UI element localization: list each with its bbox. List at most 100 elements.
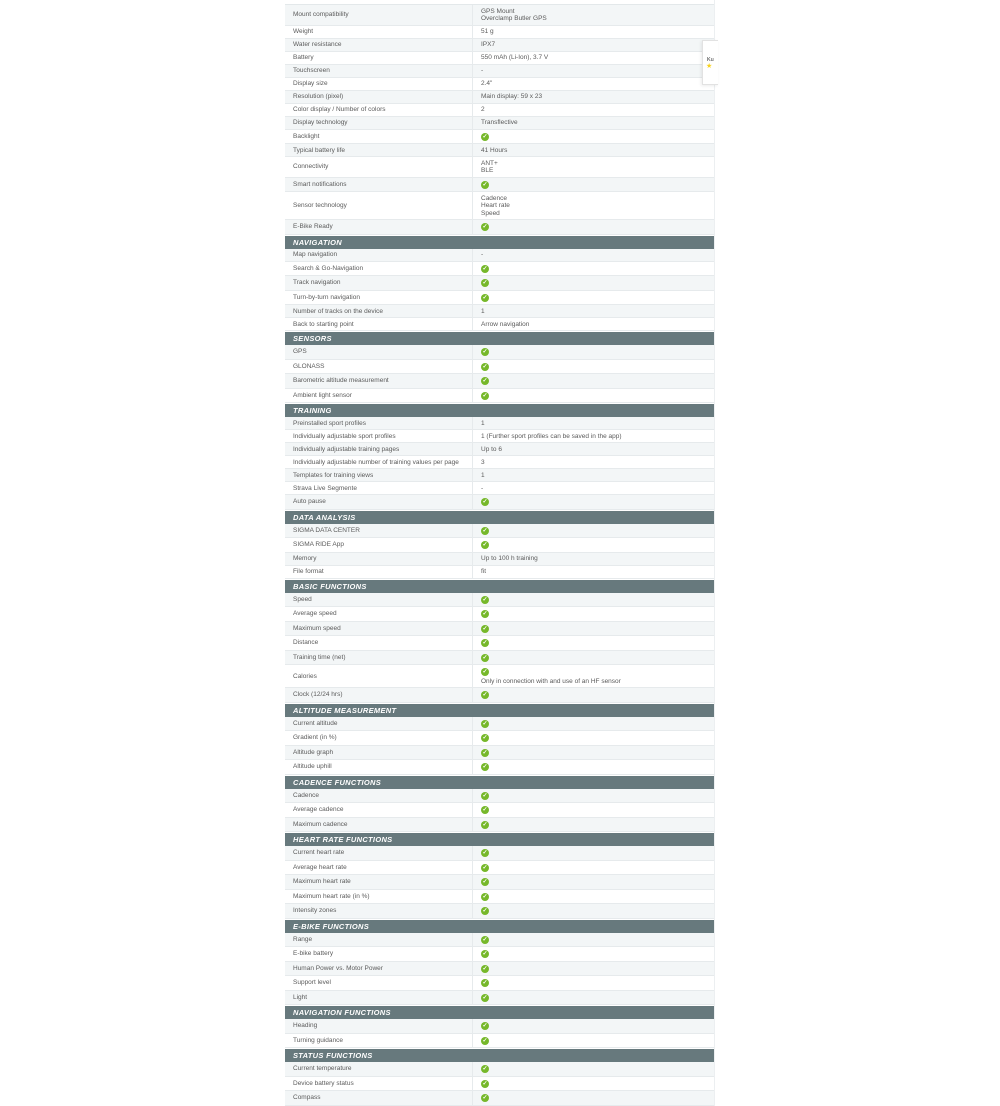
spec-value: ✓	[472, 290, 714, 304]
spec-value: ✓	[472, 129, 714, 143]
spec-value: ✓	[472, 875, 714, 889]
spec-row: GLONASS ✓	[285, 359, 714, 374]
spec-value-line: GPS Mount	[481, 7, 515, 15]
check-icon: ✓	[481, 935, 489, 944]
spec-value: GPS Mount Overclamp Butler GPS	[472, 5, 714, 25]
check-icon: ✓	[481, 377, 489, 385]
check-icon: ✓	[481, 639, 489, 647]
spec-value: Transflective	[472, 116, 714, 129]
spec-label: Templates for training views	[293, 471, 374, 479]
spec-row: Mount compatibility GPS Mount Overclamp Bu…	[285, 5, 714, 26]
check-icon: ✓	[481, 907, 489, 915]
spec-value: ANT+ BLE	[472, 157, 714, 177]
check-icon: ✓	[481, 791, 489, 800]
reviews-badge-label: Ku	[707, 57, 714, 63]
spec-row: Maximum heart rate ✓	[285, 875, 714, 890]
spec-label: Preinstalled sport profiles	[293, 419, 366, 427]
check-icon: ✓	[481, 610, 489, 618]
table-top-partial-row	[285, 0, 714, 5]
spec-value: ✓	[472, 607, 714, 621]
check-icon: ✓	[481, 526, 489, 535]
spec-value-line: Overclamp Butler GPS	[481, 15, 547, 22]
spec-value-line: 41 Hours	[481, 146, 508, 154]
spec-label: Barometric altitude measurement	[293, 377, 389, 385]
spec-value: ✓	[472, 388, 714, 402]
spec-row: SIGMA DATA CENTER ✓	[285, 523, 714, 538]
spec-row: Clock (12/24 hrs) ✓	[285, 688, 714, 703]
spec-row: File format fit	[285, 565, 714, 579]
check-icon: ✓	[481, 993, 489, 1002]
spec-value: ✓	[472, 1033, 714, 1047]
spec-label: Maximum heart rate (in %)	[293, 892, 370, 900]
spec-row: Maximum speed ✓	[285, 621, 714, 636]
spec-value: ✓	[472, 745, 714, 759]
spec-row: Human Power vs. Motor Power ✓	[285, 961, 714, 976]
check-icon: ✓	[481, 132, 489, 141]
spec-label: Calories	[293, 672, 317, 680]
spec-row: Turning guidance ✓	[285, 1033, 714, 1048]
spec-label: Device battery status	[293, 1079, 354, 1087]
spec-label: E-bike battery	[293, 950, 334, 958]
spec-row: Typical battery life 41 Hours	[285, 144, 714, 157]
reviews-badge[interactable]: Ku ★	[702, 40, 718, 85]
spec-label: E-Bike Ready	[293, 223, 333, 231]
spec-row: Back to starting point Arrow navigation	[285, 318, 714, 331]
spec-value-line: Main display: 59 x 23	[481, 93, 543, 100]
spec-row: Memory Up to 100 h training	[285, 552, 714, 566]
spec-label: Average heart rate	[293, 863, 347, 871]
spec-value: IPX7	[472, 38, 714, 51]
spec-label: Track navigation	[293, 279, 341, 287]
spec-row: Training time (net) ✓	[285, 650, 714, 665]
product-spec-table: Mount compatibility GPS Mount Overclamp Bu…	[285, 0, 715, 1106]
spec-value-line: 51 g	[481, 28, 494, 35]
spec-label: Maximum cadence	[293, 820, 348, 828]
spec-label: Human Power vs. Motor Power	[293, 964, 383, 972]
spec-row: Compass ✓	[285, 1091, 714, 1106]
spec-value-line: 1 (Further sport profiles can be saved i…	[481, 432, 622, 440]
spec-value: ✓	[472, 495, 714, 509]
spec-label: Range	[293, 935, 313, 943]
spec-row: Average heart rate ✓	[285, 860, 714, 875]
spec-value: ✓	[472, 976, 714, 990]
spec-row: Maximum heart rate (in %) ✓	[285, 889, 714, 904]
spec-value: ✓	[472, 788, 714, 802]
check-icon: ✓	[481, 223, 489, 231]
spec-value: ✓	[472, 990, 714, 1004]
spec-row: Auto pause ✓	[285, 495, 714, 510]
spec-label: Number of tracks on the device	[293, 307, 383, 315]
check-icon: ✓	[481, 541, 489, 549]
spec-value: -	[472, 482, 714, 494]
spec-row: Battery 550 mAh (Li-Ion), 3.7 V	[285, 51, 714, 65]
spec-row: Heading ✓	[285, 1019, 714, 1034]
spec-value: -	[472, 248, 714, 261]
check-icon: ✓	[481, 1094, 489, 1102]
section-header: ALTITUDE MEASUREMENT	[285, 703, 714, 717]
spec-row: Connectivity ANT+ BLE	[285, 157, 714, 178]
spec-label: SIGMA DATA CENTER	[293, 526, 360, 534]
spec-label: GPS	[293, 348, 307, 356]
spec-label: Color display / Number of colors	[293, 106, 386, 113]
check-icon: ✓	[481, 653, 489, 662]
spec-label: Display size	[293, 80, 328, 87]
spec-label: Average speed	[293, 610, 337, 618]
spec-value: ✓	[472, 932, 714, 946]
spec-label: Distance	[293, 639, 319, 647]
spec-label: Intensity zones	[293, 907, 337, 915]
spec-label: Battery	[293, 54, 314, 61]
check-icon: ✓	[481, 279, 489, 287]
check-icon: ✓	[481, 748, 489, 757]
spec-value-line: IPX7	[481, 41, 496, 48]
spec-label: Cadence	[293, 791, 320, 799]
spec-label: Smart notifications	[293, 180, 347, 188]
check-icon: ✓	[481, 1036, 489, 1045]
spec-value: Main display: 59 x 23	[472, 90, 714, 103]
spec-label: Altitude graph	[293, 748, 334, 756]
spec-label: Light	[293, 993, 308, 1001]
spec-row: Cadence ✓	[285, 788, 714, 803]
spec-value: ✓	[472, 1091, 714, 1105]
spec-value: 51 g	[472, 25, 714, 38]
check-icon: ✓	[481, 391, 489, 400]
spec-row: Individually adjustable number of traini…	[285, 456, 714, 469]
spec-value-line: 1	[481, 307, 485, 315]
spec-value: -	[472, 64, 714, 77]
